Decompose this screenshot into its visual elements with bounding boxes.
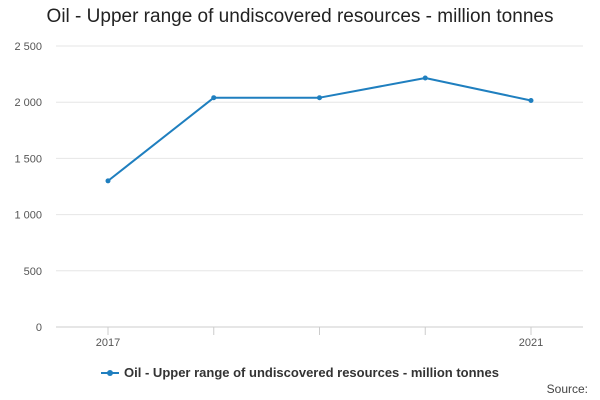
chart-title: Oil - Upper range of undiscovered resour… (46, 6, 554, 27)
gridlines (56, 45, 583, 272)
y-tick-label: 2 500 (14, 41, 42, 53)
data-point[interactable] (211, 95, 217, 101)
y-tick-label: 1 500 (14, 153, 42, 165)
y-tick-label: 1 000 (14, 210, 42, 222)
x-axis (56, 326, 583, 335)
x-tick-label: 2017 (96, 337, 120, 349)
y-tick-label: 0 (36, 322, 42, 334)
series (105, 75, 534, 184)
legend-label: Oil - Upper range of undiscovered resour… (124, 365, 499, 380)
y-axis-tick-labels: 0 500 1 000 1 500 2 000 2 500 (14, 41, 42, 334)
source-label: Source: (546, 382, 588, 396)
y-tick-label: 500 (24, 266, 42, 278)
y-tick-label: 2 000 (14, 97, 42, 109)
series-line (107, 77, 532, 182)
data-point[interactable] (317, 95, 322, 101)
data-point[interactable] (422, 75, 428, 81)
x-tick-label: 2021 (519, 337, 543, 349)
legend[interactable]: Oil - Upper range of undiscovered resour… (0, 365, 600, 380)
data-point[interactable] (105, 178, 111, 184)
legend-line-marker-icon (101, 369, 120, 376)
data-point[interactable] (528, 98, 534, 104)
x-axis-tick-labels: 2017 2021 (96, 337, 543, 349)
